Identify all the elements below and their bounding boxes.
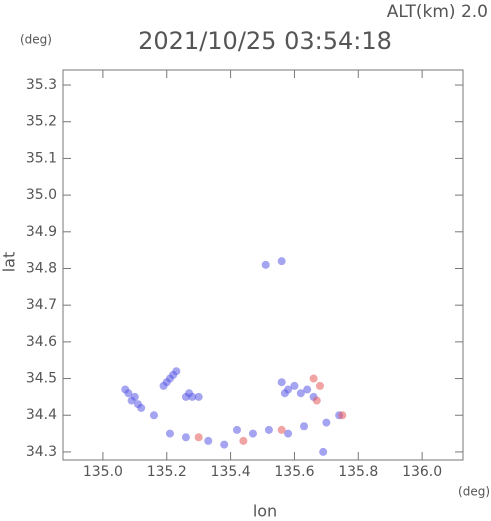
point (232, 425, 241, 434)
x-tick-label: 135.4 (211, 464, 251, 480)
y-tick-label: 34.3 (26, 444, 57, 460)
point (312, 396, 321, 405)
point (127, 396, 136, 405)
x-tick-label: 135.6 (274, 464, 314, 480)
point (181, 433, 190, 442)
point (239, 436, 248, 445)
y-tick-label: 34.5 (26, 371, 57, 387)
y-axis-label: lat (0, 252, 19, 273)
point (185, 389, 194, 398)
point (277, 378, 286, 387)
point (290, 381, 299, 390)
point (121, 385, 130, 394)
point (149, 411, 158, 420)
point (303, 385, 312, 394)
x-tick-label: 135.2 (147, 464, 187, 480)
y-tick-label: 35.3 (26, 77, 57, 93)
lon-unit: (deg) (458, 485, 490, 499)
x-tick-label: 135.8 (338, 464, 378, 480)
point (220, 440, 229, 449)
point (322, 418, 331, 427)
point (165, 429, 174, 438)
y-tick-label: 35.0 (26, 187, 57, 203)
point (338, 411, 347, 420)
chart-title: 2021/10/25 03:54:18 (138, 27, 392, 55)
x-tick-label: 135.0 (83, 464, 123, 480)
y-tick-label: 34.4 (26, 407, 57, 423)
point (248, 429, 257, 438)
x-tick-label: 136.0 (402, 464, 442, 480)
point (264, 425, 273, 434)
point (315, 381, 324, 390)
point (194, 433, 203, 442)
y-tick-label: 34.7 (26, 297, 57, 313)
point (280, 389, 289, 398)
point (319, 447, 328, 456)
point (300, 422, 309, 431)
point (261, 260, 270, 269)
lat-unit: (deg) (20, 33, 52, 47)
x-axis-label: lon (253, 502, 277, 521)
point (204, 436, 213, 445)
point (284, 429, 293, 438)
point (169, 370, 178, 379)
y-tick-label: 35.1 (26, 150, 57, 166)
point (137, 403, 146, 412)
point (277, 257, 286, 266)
altitude-label: ALT(km) 2.0 (387, 2, 488, 22)
point (296, 389, 305, 398)
y-tick-label: 35.2 (26, 114, 57, 130)
y-tick-label: 34.6 (26, 334, 57, 350)
point (162, 378, 171, 387)
plot-frame (62, 69, 464, 461)
y-tick-label: 34.8 (26, 260, 57, 276)
point (194, 392, 203, 401)
y-tick-label: 34.9 (26, 224, 57, 240)
point (277, 425, 286, 434)
point (309, 374, 318, 383)
